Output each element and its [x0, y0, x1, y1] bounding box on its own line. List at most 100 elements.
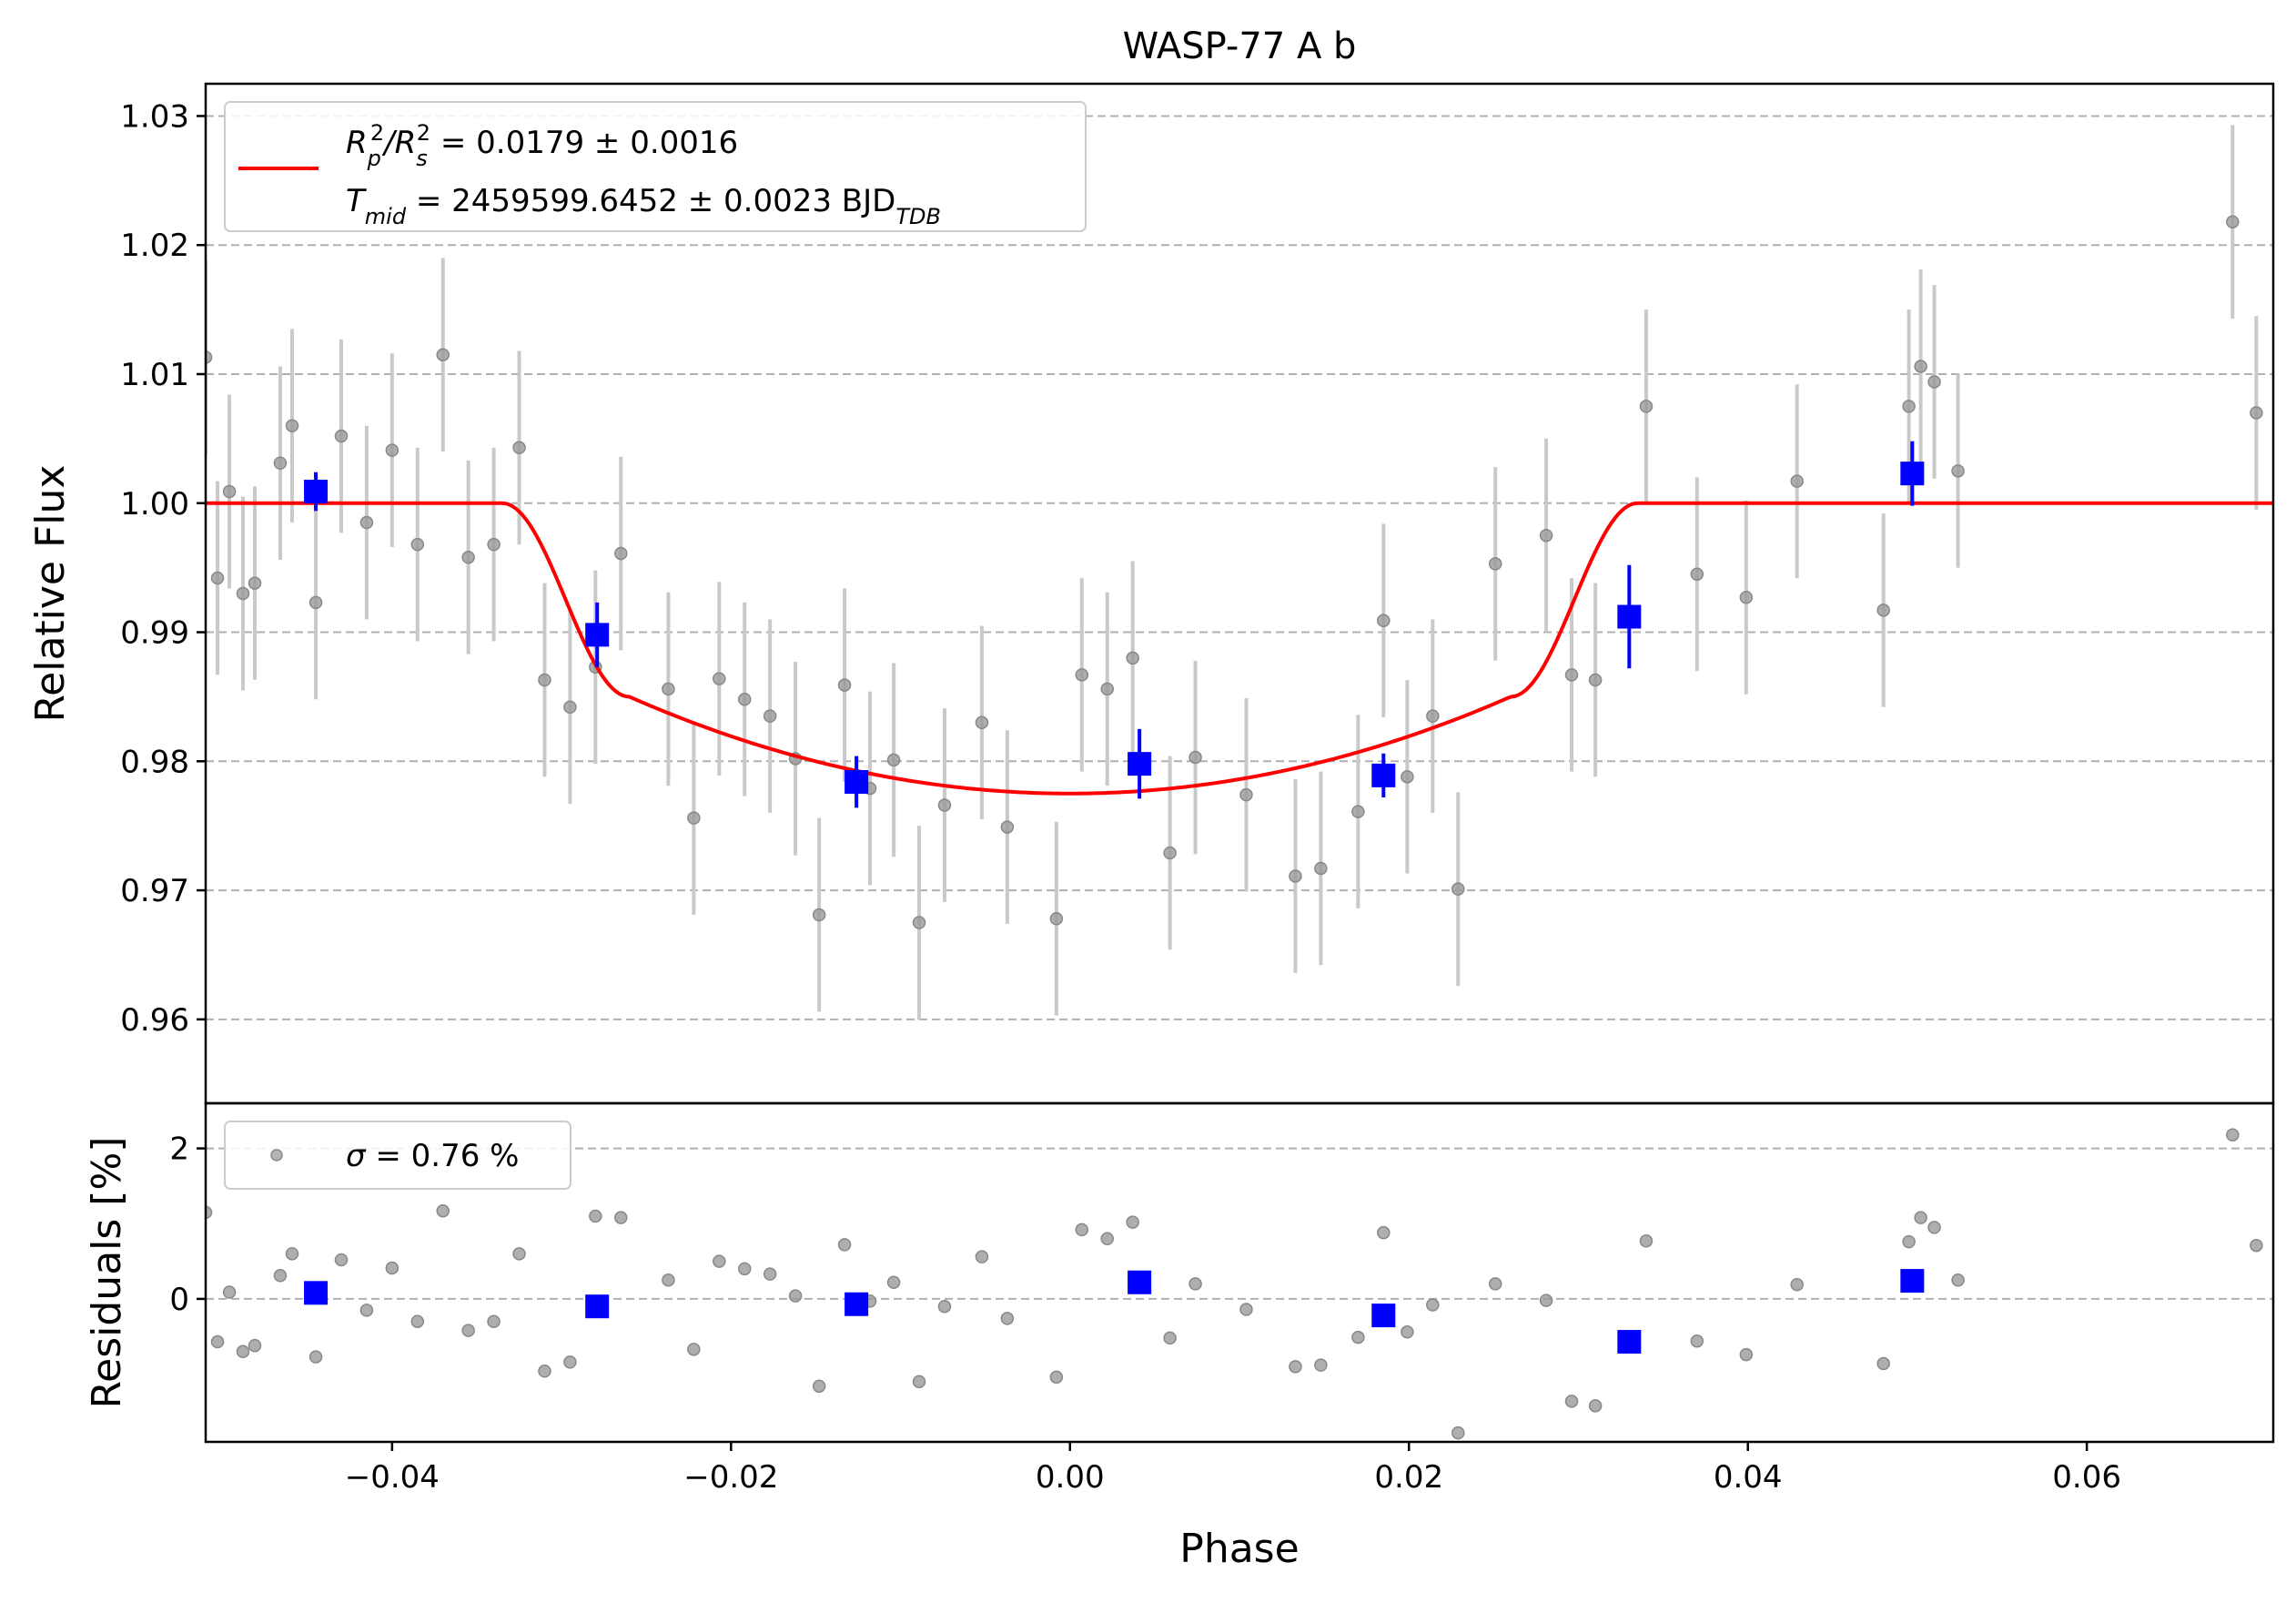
data-point [1451, 882, 1465, 896]
binned-point [1617, 604, 1642, 629]
x-axis-label: Phase [1179, 1526, 1299, 1572]
residual-point [1075, 1223, 1089, 1237]
data-point [1377, 614, 1391, 628]
residual-point [912, 1375, 926, 1389]
data-point [1314, 861, 1328, 876]
data-point [1588, 673, 1603, 687]
residual-point [1588, 1399, 1603, 1413]
residual-point [1351, 1330, 1365, 1344]
legend-tmid-text: Tmid = 2459599.6452 ± 0.0023 BJDTDB [346, 183, 941, 229]
data-point [662, 682, 675, 696]
residual-point [1902, 1234, 1916, 1249]
top-legend: Rp2/Rs2 = 0.0179 ± 0.0016 Tmid = 2459599… [224, 101, 1087, 232]
residual-point [1488, 1277, 1502, 1291]
binned-residual-point [1128, 1270, 1152, 1294]
data-point [1351, 805, 1365, 818]
binned-point [1128, 752, 1152, 776]
data-point [713, 672, 726, 685]
residual-point [334, 1253, 349, 1267]
residual-point [975, 1250, 989, 1263]
bottom-panel-frame [204, 1101, 2275, 1444]
binned-residual-point [845, 1292, 869, 1316]
residual-point [1377, 1225, 1391, 1240]
binned-point [1371, 763, 1396, 787]
data-point [1927, 375, 1941, 389]
residual-point [248, 1338, 262, 1353]
binned-residual-point [304, 1281, 329, 1305]
residual-point [1426, 1298, 1440, 1312]
data-point [1876, 604, 1890, 617]
y-tick-label: 0.99 [120, 615, 189, 652]
binned-residual-point [585, 1294, 610, 1319]
residual-point [2276, 1225, 2288, 1237]
residual-point [308, 1350, 323, 1364]
x-tick-label: −0.02 [683, 1459, 778, 1496]
data-point [1564, 668, 1579, 682]
data-point [385, 443, 400, 457]
residual-point [563, 1355, 577, 1369]
top-panel-frame [204, 82, 2275, 1105]
binned-point [304, 480, 329, 503]
residual-point [236, 1344, 250, 1359]
y-tick-label: 2 [169, 1131, 189, 1168]
residual-point [812, 1379, 826, 1394]
residual-point [1914, 1211, 1927, 1224]
residual-point [1188, 1277, 1202, 1291]
residual-point [713, 1254, 726, 1268]
data-point [487, 537, 501, 552]
data-point [886, 753, 901, 767]
binned-residual-points [304, 1269, 1925, 1354]
residual-point [410, 1314, 425, 1328]
residual-point [222, 1285, 237, 1299]
data-point [812, 908, 826, 922]
data-errorbars [206, 125, 2259, 1020]
x-tick-label: −0.04 [345, 1459, 440, 1496]
binned-residual-point [1900, 1269, 1925, 1294]
residual-point [937, 1299, 952, 1314]
data-point [248, 576, 262, 590]
data-point [687, 811, 701, 825]
data-point [2250, 406, 2263, 420]
chart-title: WASP-77 A b [1123, 25, 1357, 67]
legend-depth-text: Rp2/Rs2 = 0.0179 ± 0.0016 [346, 120, 738, 171]
y-tick-label: 1.00 [120, 486, 189, 522]
x-tick-label: 0.00 [1036, 1459, 1105, 1496]
data-point [1188, 750, 1202, 765]
residual-point [436, 1203, 450, 1218]
data-point [1902, 400, 1916, 413]
residual-point [1876, 1356, 1890, 1371]
data-point [1163, 846, 1177, 860]
residual-point [1690, 1334, 1704, 1348]
data-point [359, 515, 374, 530]
data-point [1239, 787, 1253, 802]
binned-point [585, 623, 610, 647]
data-point [334, 429, 349, 443]
data-point [1075, 668, 1089, 682]
residual-point [614, 1211, 628, 1224]
top-panel-gridlines [206, 115, 2273, 1020]
top-y-axis: 0.96 0.97 0.98 0.99 1.00 1.01 1.02 1.03 [120, 98, 206, 1039]
residual-point [662, 1273, 675, 1287]
x-tick-label: 0.06 [2052, 1459, 2121, 1496]
data-point [1951, 464, 1965, 478]
residual-point [512, 1247, 526, 1261]
data-point [512, 441, 526, 455]
residual-point [538, 1365, 551, 1378]
residual-point [1927, 1221, 1941, 1234]
residual-point [837, 1238, 852, 1252]
data-point [2226, 215, 2240, 228]
residual-point [1239, 1303, 1253, 1316]
top-legend-box [224, 101, 1087, 232]
residual-point [1639, 1234, 1654, 1248]
residual-point [2226, 1128, 2240, 1141]
data-point [737, 693, 752, 706]
legend-residual-marker [270, 1149, 283, 1162]
x-axis: −0.04 −0.02 0.00 0.02 0.04 0.06 [345, 1442, 2121, 1496]
data-point [1639, 400, 1654, 413]
residual-point [206, 1205, 213, 1220]
data-point [614, 546, 628, 561]
data-point [975, 715, 989, 730]
data-point [1100, 682, 1114, 696]
binned-residual-point [1617, 1330, 1642, 1354]
